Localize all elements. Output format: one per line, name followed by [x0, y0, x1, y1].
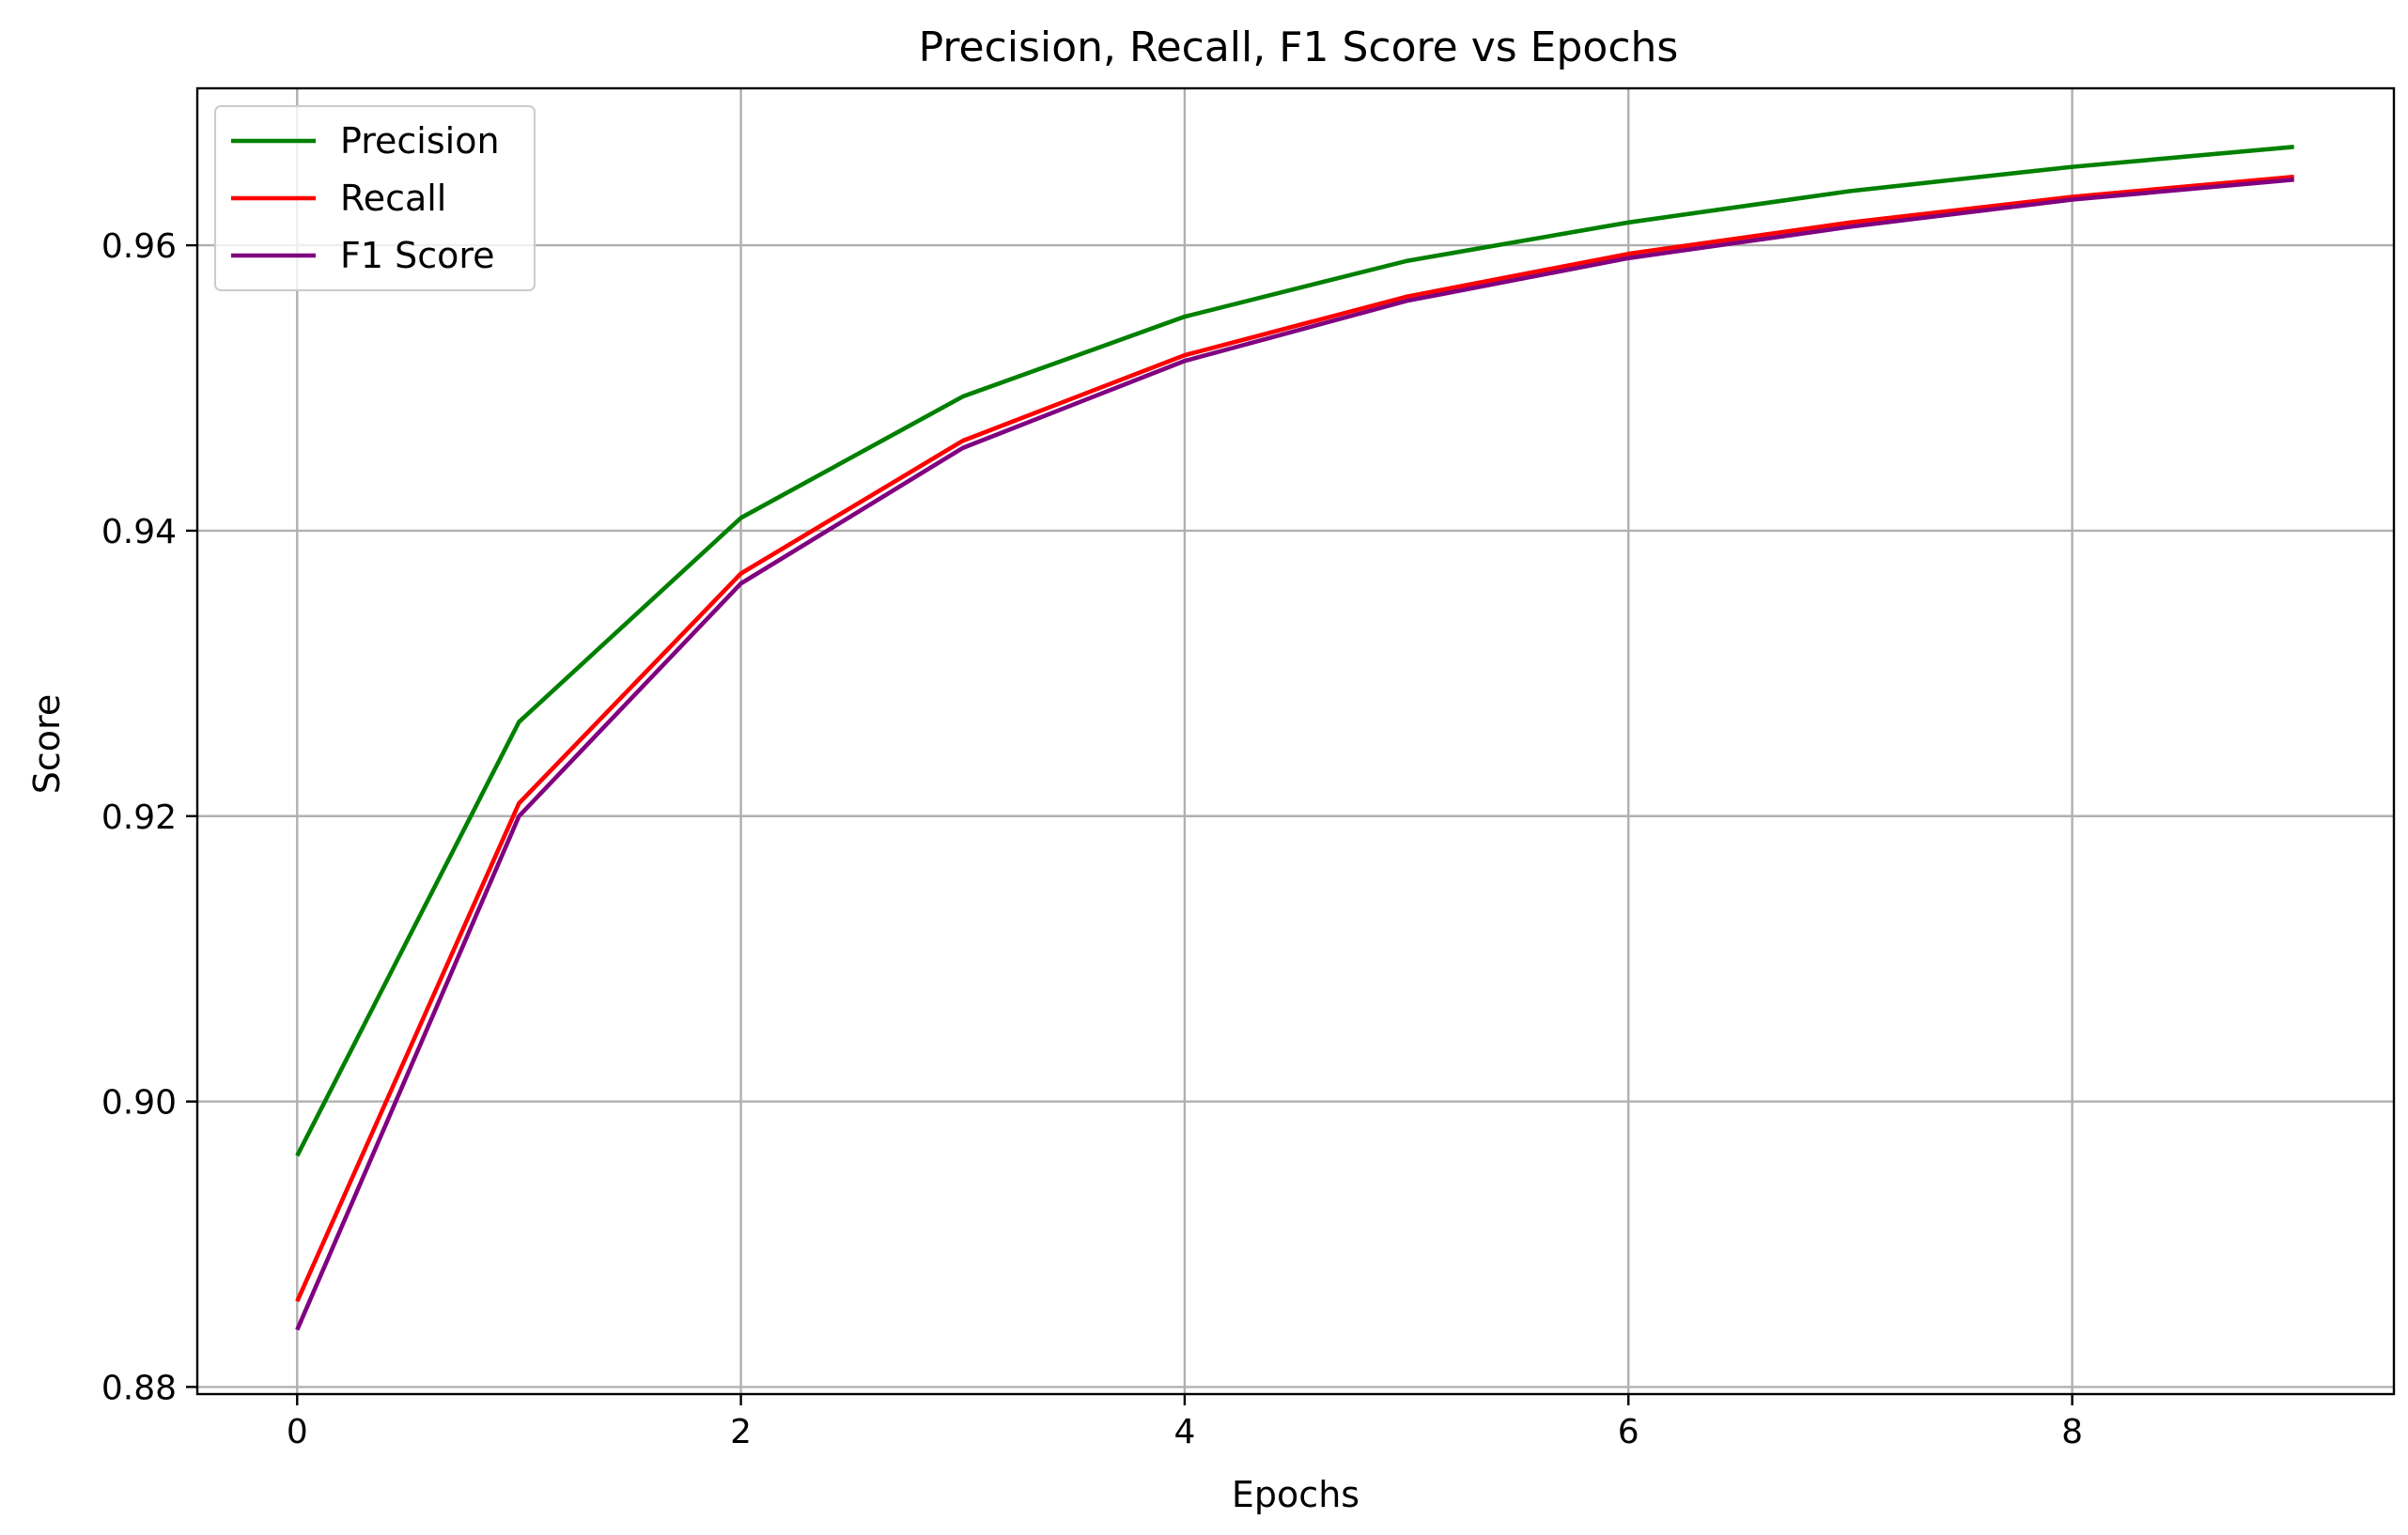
y-axis-ticks: 0.88 0.90 0.92 0.94 0.96	[101, 227, 197, 1407]
x-axis-ticks: 0 2 4 6 8	[287, 1394, 2083, 1451]
x-axis-label: Epochs	[1232, 1474, 1359, 1515]
series-lines	[295, 145, 2294, 1331]
legend-frame	[214, 105, 536, 291]
x-tick-label: 4	[1173, 1413, 1195, 1451]
y-tick-label: 0.94	[101, 513, 177, 551]
y-tick-label: 0.88	[101, 1369, 177, 1407]
y-axis-label: Score	[26, 694, 68, 794]
x-tick-label: 6	[1618, 1413, 1639, 1451]
legend-label-recall: Recall	[340, 178, 446, 219]
y-tick-label: 0.96	[101, 227, 177, 266]
legend-label-f1-score: F1 Score	[340, 235, 495, 276]
grid-lines	[197, 88, 2394, 1394]
x-tick-label: 0	[287, 1413, 308, 1451]
y-tick-label: 0.92	[101, 799, 177, 837]
chart-title: Precision, Recall, F1 Score vs Epochs	[919, 23, 1679, 71]
y-tick-label: 0.90	[101, 1084, 177, 1123]
x-tick-label: 2	[730, 1413, 752, 1451]
series-line-precision	[295, 145, 2294, 1157]
x-tick-label: 8	[2061, 1413, 2083, 1451]
series-line-f1-score	[295, 177, 2294, 1331]
plot-area-frame	[195, 86, 2396, 1396]
legend-label-precision: Precision	[340, 120, 500, 162]
legend: Precision Recall F1 Score	[214, 105, 536, 291]
series-line-recall	[295, 174, 2294, 1303]
